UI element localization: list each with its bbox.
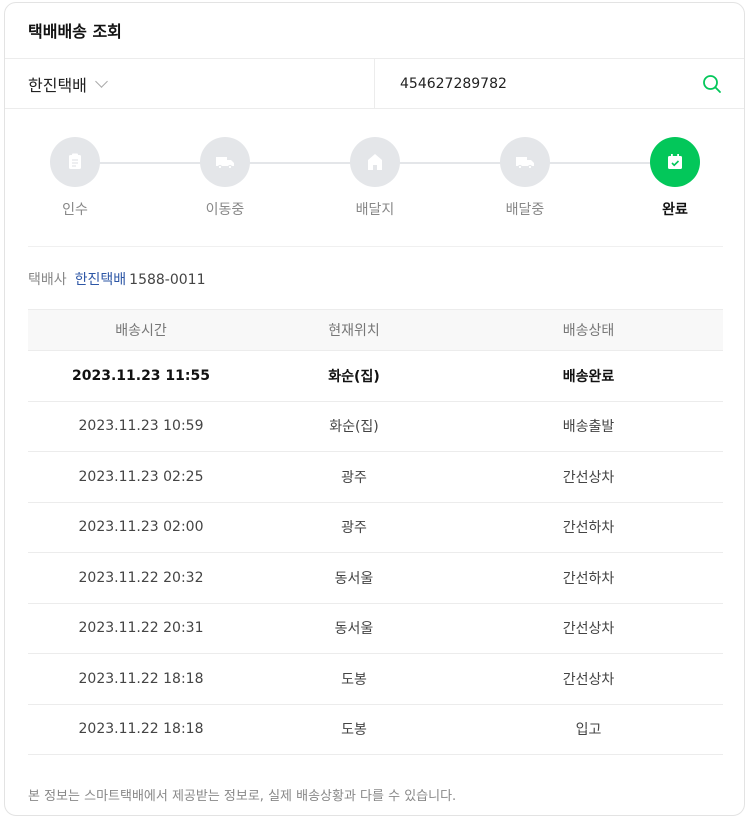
tracking-table: 배송시간 현재위치 배송상태 2023.11.23 11:55 화순(집) 배송완료… (28, 309, 723, 755)
header-location: 현재위치 (254, 309, 454, 351)
table-row: 2023.11.22 18:18 도봉 간선상차 (28, 653, 723, 704)
cell-location: 화순(집) (254, 350, 454, 401)
cell-time: 2023.11.22 20:32 (28, 552, 254, 603)
divider (28, 246, 723, 247)
cell-status: 간선하차 (454, 501, 723, 553)
header-time: 배송시간 (28, 309, 254, 351)
table-row: 2023.11.22 20:31 동서울 간선상차 (28, 602, 723, 654)
disclaimer: 본 정보는 스마트택배에서 제공받는 정보로, 실제 배송상황과 다를 수 있습… (28, 789, 457, 804)
cell-location: 화순(집) (254, 400, 454, 452)
truck-icon (516, 157, 534, 170)
step-3: 배달중 (475, 137, 575, 219)
cell-time: 2023.11.23 02:00 (28, 501, 254, 553)
step-4: 완료 (625, 137, 725, 219)
step-label: 이동중 (205, 202, 245, 218)
step-2: 배달지 (325, 137, 425, 219)
cell-location: 동서울 (254, 552, 454, 603)
carrier-select-value: 한진택배 (28, 75, 87, 95)
cell-time: 2023.11.22 18:18 (28, 653, 254, 704)
cell-status: 간선상차 (454, 653, 723, 704)
step-circle (650, 137, 700, 187)
truck-icon (216, 157, 234, 170)
table-row: 2023.11.23 10:59 화순(집) 배송출발 (28, 400, 723, 452)
search-row: 한진택배 (5, 58, 744, 109)
cell-time: 2023.11.23 02:25 (28, 451, 254, 502)
step-label: 배달지 (355, 202, 395, 218)
cell-status: 간선상차 (454, 451, 723, 502)
company-info: 택배사 한진택배 1588-0011 (28, 269, 205, 289)
document-icon (69, 153, 81, 169)
step-label: 배달중 (505, 202, 545, 218)
cell-time: 2023.11.23 11:55 (28, 350, 254, 401)
chevron-down-icon (95, 74, 108, 88)
step-circle (50, 137, 100, 187)
company-name-link[interactable]: 한진택배 (74, 272, 127, 288)
cell-status: 입고 (454, 703, 723, 755)
cell-time: 2023.11.22 18:18 (28, 703, 254, 755)
step-0: 인수 (25, 137, 125, 219)
cell-status: 배송완료 (454, 350, 723, 401)
progress-steps: 인수 이동중 배달지 배달중 완료 (5, 137, 744, 227)
cell-location: 동서울 (254, 602, 454, 654)
house-icon (368, 154, 382, 170)
cell-location: 도봉 (254, 703, 454, 755)
table-row: 2023.11.22 20:32 동서울 간선하차 (28, 552, 723, 603)
table-row: 2023.11.23 02:00 광주 간선하차 (28, 501, 723, 553)
calendar-check-icon (668, 154, 682, 169)
step-1: 이동중 (175, 137, 275, 219)
cell-location: 광주 (254, 451, 454, 502)
step-circle (500, 137, 550, 187)
page-title: 택배배송 조회 (28, 22, 122, 41)
cell-status: 간선상차 (454, 602, 723, 654)
step-circle (200, 137, 250, 187)
table-row: 2023.11.23 11:55 화순(집) 배송완료 (28, 350, 723, 401)
table-row: 2023.11.22 18:18 도봉 입고 (28, 703, 723, 755)
carrier-select[interactable]: 한진택배 (5, 59, 375, 108)
step-circle (350, 137, 400, 187)
header-status: 배송상태 (454, 309, 723, 351)
cell-location: 도봉 (254, 653, 454, 704)
cell-location: 광주 (254, 501, 454, 553)
search-icon[interactable] (702, 74, 722, 94)
cell-time: 2023.11.23 10:59 (28, 400, 254, 452)
cell-time: 2023.11.22 20:31 (28, 602, 254, 654)
company-label: 택배사 (28, 272, 67, 288)
company-phone: 1588-0011 (129, 272, 206, 288)
step-label: 인수 (62, 202, 88, 218)
tracking-number-input[interactable] (400, 75, 680, 92)
cell-status: 배송출발 (454, 400, 723, 452)
cell-status: 간선하차 (454, 552, 723, 603)
step-label: 완료 (662, 202, 688, 218)
table-row: 2023.11.23 02:25 광주 간선상차 (28, 451, 723, 502)
